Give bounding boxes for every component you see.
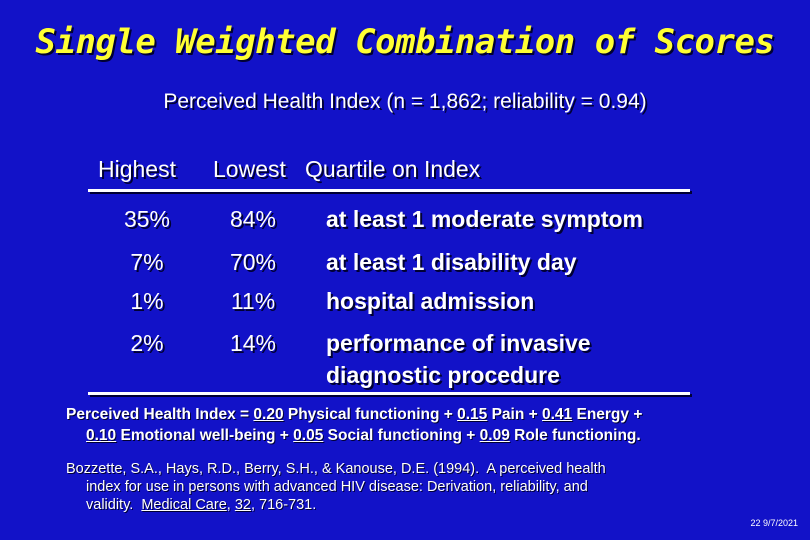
term-emotional: Emotional well-being +	[116, 427, 294, 444]
citation-line3: validity. Medical Care, 32, 716-731.	[66, 496, 786, 514]
slide-footer-date: 22 9/7/2021	[750, 518, 798, 528]
table-bottom-rule	[88, 392, 690, 395]
weight-pain: 0.15	[457, 406, 488, 423]
highest-value: 7%	[130, 249, 164, 275]
term-role: Role functioning.	[509, 427, 641, 444]
lowest-value: 84%	[229, 206, 277, 232]
weight-role: 0.09	[479, 427, 510, 444]
term-pain: Pain +	[487, 406, 542, 423]
weight-emotional: 0.10	[86, 427, 117, 444]
outcome-label: performance of invasive	[326, 330, 591, 356]
citation-pages: , 716-731.	[250, 497, 317, 513]
header-lowest-quartile: Lowest Quartile on Index	[213, 156, 481, 182]
citation-journal: Medical Care	[141, 497, 227, 513]
lowest-value: 70%	[229, 249, 277, 275]
outcome-label: at least 1 moderate symptom	[326, 206, 644, 232]
term-energy: Energy +	[572, 406, 643, 423]
index-formula: Perceived Health Index = 0.20 Physical f…	[66, 404, 766, 446]
outcome-label: at least 1 disability day	[326, 249, 577, 275]
formula-prefix: Perceived Health Index =	[66, 406, 254, 423]
weight-energy: 0.41	[542, 406, 573, 423]
table-top-rule	[88, 189, 690, 192]
outcome-label: hospital admission	[326, 288, 535, 314]
citation-line1: Bozzette, S.A., Hays, R.D., Berry, S.H.,…	[66, 461, 606, 477]
citation-separator: ,	[226, 497, 235, 513]
lowest-value: 14%	[229, 330, 277, 356]
weight-social: 0.05	[293, 427, 324, 444]
slide-title: Single Weighted Combination of Scores	[35, 22, 775, 62]
highest-value: 35%	[123, 206, 171, 232]
term-social: Social functioning +	[323, 427, 480, 444]
formula-line1: Perceived Health Index = 0.20 Physical f…	[66, 404, 766, 425]
citation-line2: index for use in persons with advanced H…	[86, 479, 588, 495]
slide-subtitle: Perceived Health Index (n = 1,862; relia…	[163, 90, 647, 113]
formula-line2: 0.10 Emotional well-being + 0.05 Social …	[66, 425, 766, 446]
highest-value: 1%	[130, 288, 164, 314]
weight-physical: 0.20	[253, 406, 284, 423]
citation-volume: 32	[234, 497, 251, 513]
header-highest: Highest	[98, 156, 176, 182]
highest-value: 2%	[130, 330, 164, 356]
citation-prefix: validity.	[86, 497, 142, 513]
lowest-value: 11%	[230, 288, 276, 314]
term-physical: Physical functioning +	[283, 406, 458, 423]
outcome-label-line2: diagnostic procedure	[326, 362, 560, 388]
citation: Bozzette, S.A., Hays, R.D., Berry, S.H.,…	[66, 460, 786, 514]
